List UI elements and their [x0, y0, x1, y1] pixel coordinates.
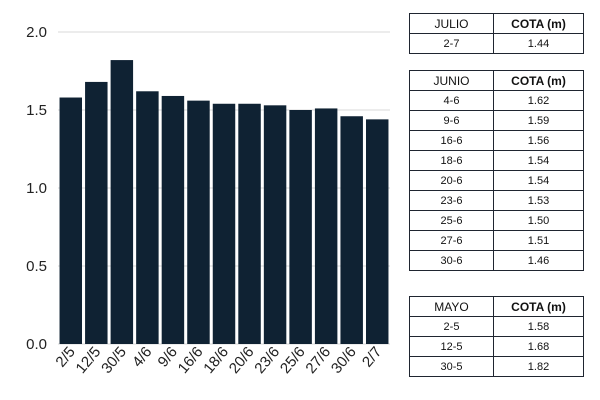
x-tick-label: 2/7	[359, 344, 385, 371]
bar	[340, 116, 363, 345]
mayo-rows: 2-5 1.58 12-5 1.68 30-5 1.82	[409, 316, 584, 377]
date-cell: 9-6	[409, 110, 494, 131]
date-cell: 2-5	[409, 316, 494, 337]
cota-cell: 1.68	[493, 336, 584, 357]
bar	[263, 105, 287, 344]
date-cell: 30-6	[409, 250, 494, 271]
cota-cell: 1.44	[493, 33, 584, 54]
y-tick-label: 0.5	[26, 258, 47, 275]
x-tick-label: 18/6	[200, 344, 232, 377]
date-cell: 30-5	[409, 356, 494, 377]
mayo-table: MAYO COTA (m) 2-5 1.58 12-5 1.68 30-5 1.82	[409, 296, 584, 377]
cota-header: COTA (m)	[493, 70, 584, 91]
cota-header: COTA (m)	[493, 13, 584, 34]
cota-cell: 1.54	[493, 170, 584, 191]
cota-cell: 1.50	[493, 210, 584, 231]
bar	[238, 103, 261, 344]
date-cell: 25-6	[409, 210, 494, 231]
cota-cell: 1.62	[493, 90, 584, 111]
x-tick-label: 20/6	[226, 344, 258, 377]
table-row: 9-6 1.59	[409, 110, 584, 131]
x-tick-label: 25/6	[277, 344, 309, 377]
table-row: 2-7 1.44	[409, 33, 584, 54]
table-row: 12-5 1.68	[409, 336, 584, 357]
bar	[136, 91, 159, 344]
table-row: 20-6 1.54	[409, 170, 584, 191]
table-row: 23-6 1.53	[409, 190, 584, 211]
x-tick-label: 30/5	[98, 344, 130, 377]
bar-chart: 0.0 0.5 1.0 1.5 2.0 2/512/530/5 4/6 9/616/618/…	[26, 24, 390, 377]
bar	[59, 97, 83, 345]
table-row: 4-6 1.62	[409, 90, 584, 111]
junio-rows: 4-6 1.62 9-6 1.59 16-6 1.56 18-6 1.54 20-6 1.54 23…	[409, 90, 584, 271]
y-axis: 0.0 0.5 1.0 1.5 2.0	[26, 24, 47, 353]
cota-cell: 1.51	[493, 230, 584, 251]
junio-table: JUNIO COTA (m) 4-6 1.62 9-6 1.59 16-6 1.56 18-…	[409, 70, 584, 271]
y-tick-label: 0.0	[26, 336, 47, 353]
x-tick-label: 23/6	[251, 344, 283, 377]
bar	[289, 110, 312, 344]
bar	[187, 100, 210, 344]
bar	[85, 81, 108, 345]
bar	[212, 103, 236, 344]
table-row: 30-5 1.82	[409, 356, 584, 377]
date-cell: 20-6	[409, 170, 494, 191]
x-tick-label: 4/6	[129, 344, 155, 371]
bar	[110, 60, 134, 345]
cota-header: COTA (m)	[493, 296, 584, 317]
date-cell: 4-6	[409, 90, 494, 111]
table-row: 16-6 1.56	[409, 130, 584, 151]
julio-rows: 2-7 1.44	[409, 33, 584, 54]
date-cell: 2-7	[409, 33, 494, 54]
bar	[314, 108, 338, 344]
date-cell: 27-6	[409, 230, 494, 251]
table-header-row: JULIO COTA (m)	[409, 13, 584, 34]
bar	[161, 95, 185, 345]
cota-cell: 1.58	[493, 316, 584, 337]
table-row: 25-6 1.50	[409, 210, 584, 231]
y-tick-label: 1.0	[26, 180, 47, 197]
cota-cell: 1.59	[493, 110, 584, 131]
table-row: 27-6 1.51	[409, 230, 584, 251]
x-tick-label: 16/6	[175, 344, 207, 377]
cota-cell: 1.82	[493, 356, 584, 377]
table-row: 2-5 1.58	[409, 316, 584, 337]
date-cell: 18-6	[409, 150, 494, 171]
y-tick-label: 2.0	[26, 24, 47, 41]
month-header: JULIO	[409, 13, 494, 34]
date-cell: 23-6	[409, 190, 494, 211]
cota-cell: 1.46	[493, 250, 584, 271]
date-cell: 12-5	[409, 336, 494, 357]
table-header-row: JUNIO COTA (m)	[409, 70, 584, 91]
cota-cell: 1.53	[493, 190, 584, 211]
bars	[59, 60, 389, 345]
bar	[365, 119, 389, 344]
month-header: JUNIO	[409, 70, 494, 91]
table-header-row: MAYO COTA (m)	[409, 296, 584, 317]
julio-table: JULIO COTA (m) 2-7 1.44	[409, 13, 584, 54]
cota-cell: 1.56	[493, 130, 584, 151]
cota-cell: 1.54	[493, 150, 584, 171]
y-tick-label: 1.5	[26, 102, 47, 119]
date-cell: 16-6	[409, 130, 494, 151]
x-axis: 2/512/530/5 4/6 9/616/618/620/623/625/627/…	[52, 344, 385, 377]
table-row: 18-6 1.54	[409, 150, 584, 171]
x-tick-label: 27/6	[302, 344, 334, 377]
month-header: MAYO	[409, 296, 494, 317]
x-tick-label: 12/5	[73, 344, 105, 377]
x-tick-label: 30/6	[328, 344, 360, 377]
table-row: 30-6 1.46	[409, 250, 584, 271]
